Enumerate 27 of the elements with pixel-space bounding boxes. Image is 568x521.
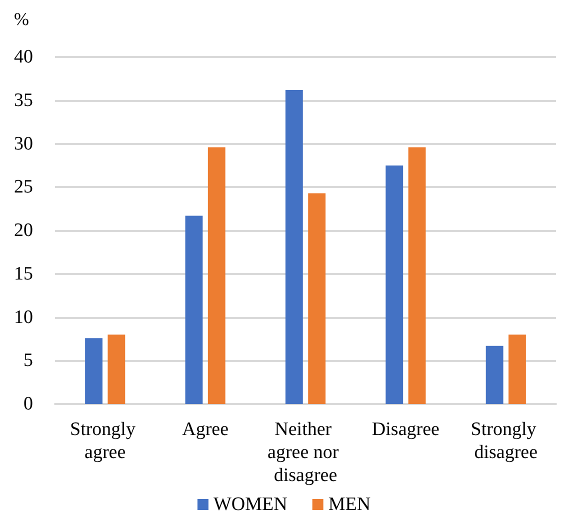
bar	[85, 338, 102, 404]
bar	[408, 147, 426, 404]
y-tick-label: 10	[14, 306, 33, 328]
y-tick-label: 20	[14, 220, 33, 241]
legend-label: MEN	[328, 494, 371, 515]
bar	[508, 334, 526, 404]
bar	[386, 165, 404, 404]
y-tick-label: 5	[24, 350, 33, 372]
bar	[285, 90, 303, 404]
y-tick-label: 15	[14, 263, 33, 284]
x-tick-label: Disagree	[372, 419, 440, 440]
y-tick-label: 25	[14, 176, 33, 198]
y-tick-label: 40	[14, 46, 33, 68]
x-tick-label: Agree	[182, 419, 229, 440]
bar	[108, 334, 126, 404]
bar	[308, 193, 326, 404]
x-tick-label: Neither agree nor disagree	[268, 419, 344, 486]
bar	[208, 147, 226, 404]
y-axis-title: %	[14, 9, 29, 29]
bar	[486, 346, 504, 404]
y-tick-label: 35	[14, 90, 33, 111]
x-tick-label: Strongly agree	[70, 419, 140, 463]
y-tick-label: 30	[14, 133, 33, 154]
bar	[185, 216, 203, 404]
legend-label: WOMEN	[213, 494, 288, 515]
y-tick-label: 0	[24, 394, 33, 414]
x-tick-label: Strongly disagree	[470, 419, 541, 463]
